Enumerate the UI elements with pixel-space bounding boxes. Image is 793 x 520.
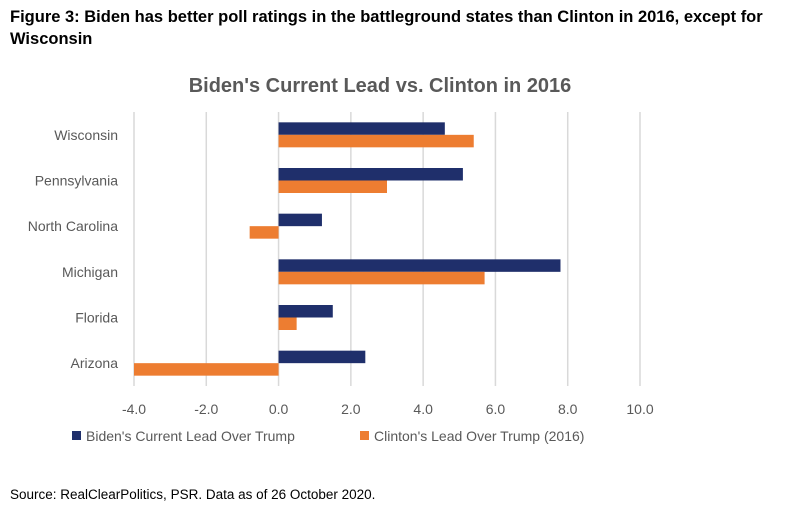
x-tick-label: 4.0 [413,401,433,417]
category-labels: Wisconsin Pennsylvania North Carolina Michi… [28,127,118,371]
x-tick-label: -4.0 [122,401,146,417]
chart-title: Biden's Current Lead vs. Clinton in 2016 [189,75,572,97]
x-tick-label: 2.0 [341,401,361,417]
category-label: Florida [75,310,118,326]
category-label: Wisconsin [54,127,118,143]
category-label: Michigan [62,264,118,280]
legend: Biden's Current Lead Over Trump Clinton's… [72,428,584,444]
x-tick-label: 10.0 [626,401,653,417]
x-tick-label: 6.0 [486,401,506,417]
legend-label: Clinton's Lead Over Trump (2016) [374,428,584,444]
x-tick-label: 8.0 [558,401,578,417]
figure-caption: Figure 3: Biden has better poll ratings … [10,8,763,48]
x-tick-label: 0.0 [269,401,289,417]
bar-clinton [249,226,279,239]
category-label: Arizona [71,355,119,371]
legend-swatch [72,431,81,440]
bar-biden [278,259,561,272]
bar-clinton [278,317,297,330]
source-note: Source: RealClearPolitics, PSR. Data as … [10,487,376,502]
x-tick-label: -2.0 [194,401,218,417]
bar-clinton [278,271,485,285]
bar-clinton [278,134,474,148]
legend-label: Biden's Current Lead Over Trump [86,428,295,444]
bar-biden [278,122,445,135]
bar-biden [278,350,366,364]
bars [134,122,561,376]
gridlines [133,112,641,386]
category-label: Pennsylvania [35,173,118,189]
category-label: North Carolina [28,218,118,234]
bar-biden [278,213,322,227]
bar-biden [278,305,333,318]
legend-swatch [360,431,369,440]
x-tick-labels: -4.0 -2.0 0.0 2.0 4.0 6.0 8.0 10.0 [122,401,654,417]
bar-biden [278,168,463,181]
bar-clinton [278,180,387,193]
bar-clinton [134,363,279,376]
